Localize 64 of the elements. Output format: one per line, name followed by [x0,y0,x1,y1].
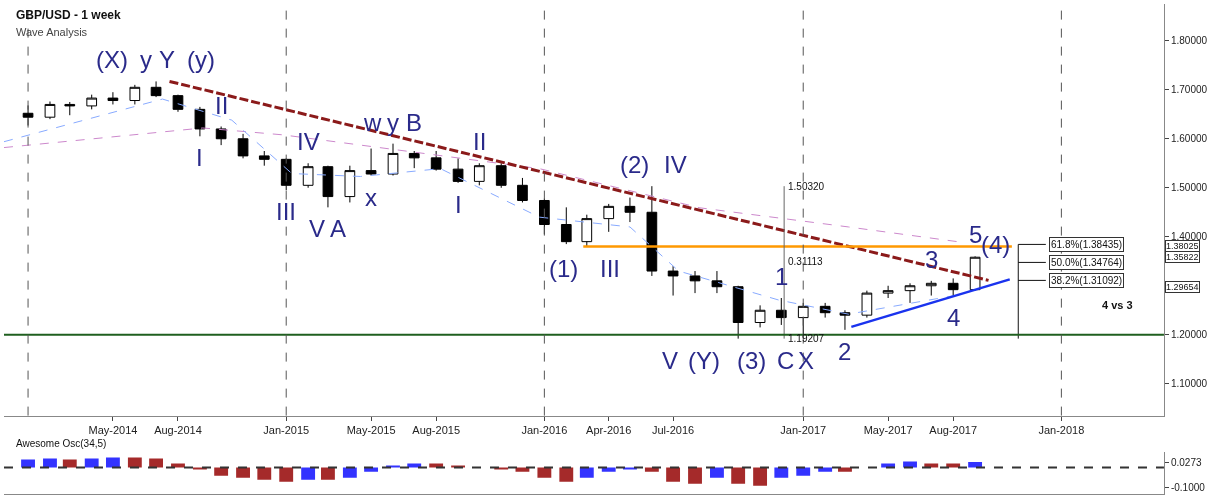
annotation: (Y) [688,347,720,374]
x-tick-label: Apr-2016 [586,423,632,436]
x-tick-label: Jan-2017 [780,423,827,436]
x-tick-label: Jul-2016 [651,423,695,436]
annotation: 1.50320 [788,181,825,192]
annotation: 1.29654 [1166,282,1199,292]
y-tick-label: 1.70000 [1170,84,1208,96]
x-tick-label: Aug-2015 [412,423,461,436]
x-tick-label: May-2017 [863,423,913,436]
annotation: 1.19207 [788,333,825,344]
annotation: 0.31113 [788,256,824,267]
annotation: III [600,255,621,282]
y-tick-label: -0.1000 [1170,482,1206,494]
x-tick-label: Jan-2016 [521,423,568,436]
y-tick-label: 1.10000 [1170,378,1208,390]
annotation: C [777,347,795,374]
x-tick-label: Jan-2015 [263,423,310,436]
annotation: (3) [737,347,767,374]
annotation: (y) [187,46,215,73]
annotation: 38.2%(1.31092) [1051,275,1123,286]
y-tick-label: 1.40000 [1170,231,1208,243]
annotation: y [140,46,152,73]
annotation: 4 vs 3 [1102,299,1133,311]
annotation: I [455,191,462,218]
annotation: III [276,198,297,225]
y-tick-label: 1.50000 [1170,182,1208,194]
annotation: y [387,109,399,136]
annotation: 2 [838,338,852,365]
y-tick-label: 1.60000 [1170,133,1208,145]
annotation: X [798,347,815,374]
annotation: w [363,109,382,136]
annotation: 5 [969,221,983,248]
annotation: V [662,347,679,374]
y-tick-label: 1.80000 [1170,35,1208,47]
x-tick-label: May-2014 [88,423,138,436]
y-tick-label: 0.0273 [1170,456,1202,468]
annotation: V [309,215,326,242]
x-tick-label: May-2015 [346,423,396,436]
annotation: 1 [775,263,789,290]
annotation: (X) [96,46,128,73]
annotation: 3 [925,246,939,273]
annotation: 61.8%(1.38435) [1051,239,1123,250]
x-tick-label: Jan-2018 [1038,423,1085,436]
annotation: B [406,109,423,136]
chart-title: Awesome Osc(34,5) [16,438,107,449]
annotation: II [215,92,229,119]
x-tick-label: Aug-2017 [929,423,978,436]
annotation: x [365,184,377,211]
annotation: (1) [549,255,579,282]
annotation: IV [297,128,320,155]
annotation: 1.35822 [1166,252,1199,262]
annotation: (2) [620,151,650,178]
annotation: I [196,144,203,171]
text: Wave Analysis [16,26,88,38]
annotation: 4 [947,304,961,331]
annotation: Y [159,46,176,73]
chart-title: GBP/USD - 1 week [16,8,122,22]
y-tick-label: 1.20000 [1170,329,1208,341]
annotation: IV [664,151,687,178]
x-tick-label: Aug-2014 [154,423,202,436]
annotation: A [330,215,347,242]
annotation: II [473,128,487,155]
annotation: 1.38025 [1166,241,1199,251]
annotation: 50.0%(1.34764) [1051,257,1123,268]
